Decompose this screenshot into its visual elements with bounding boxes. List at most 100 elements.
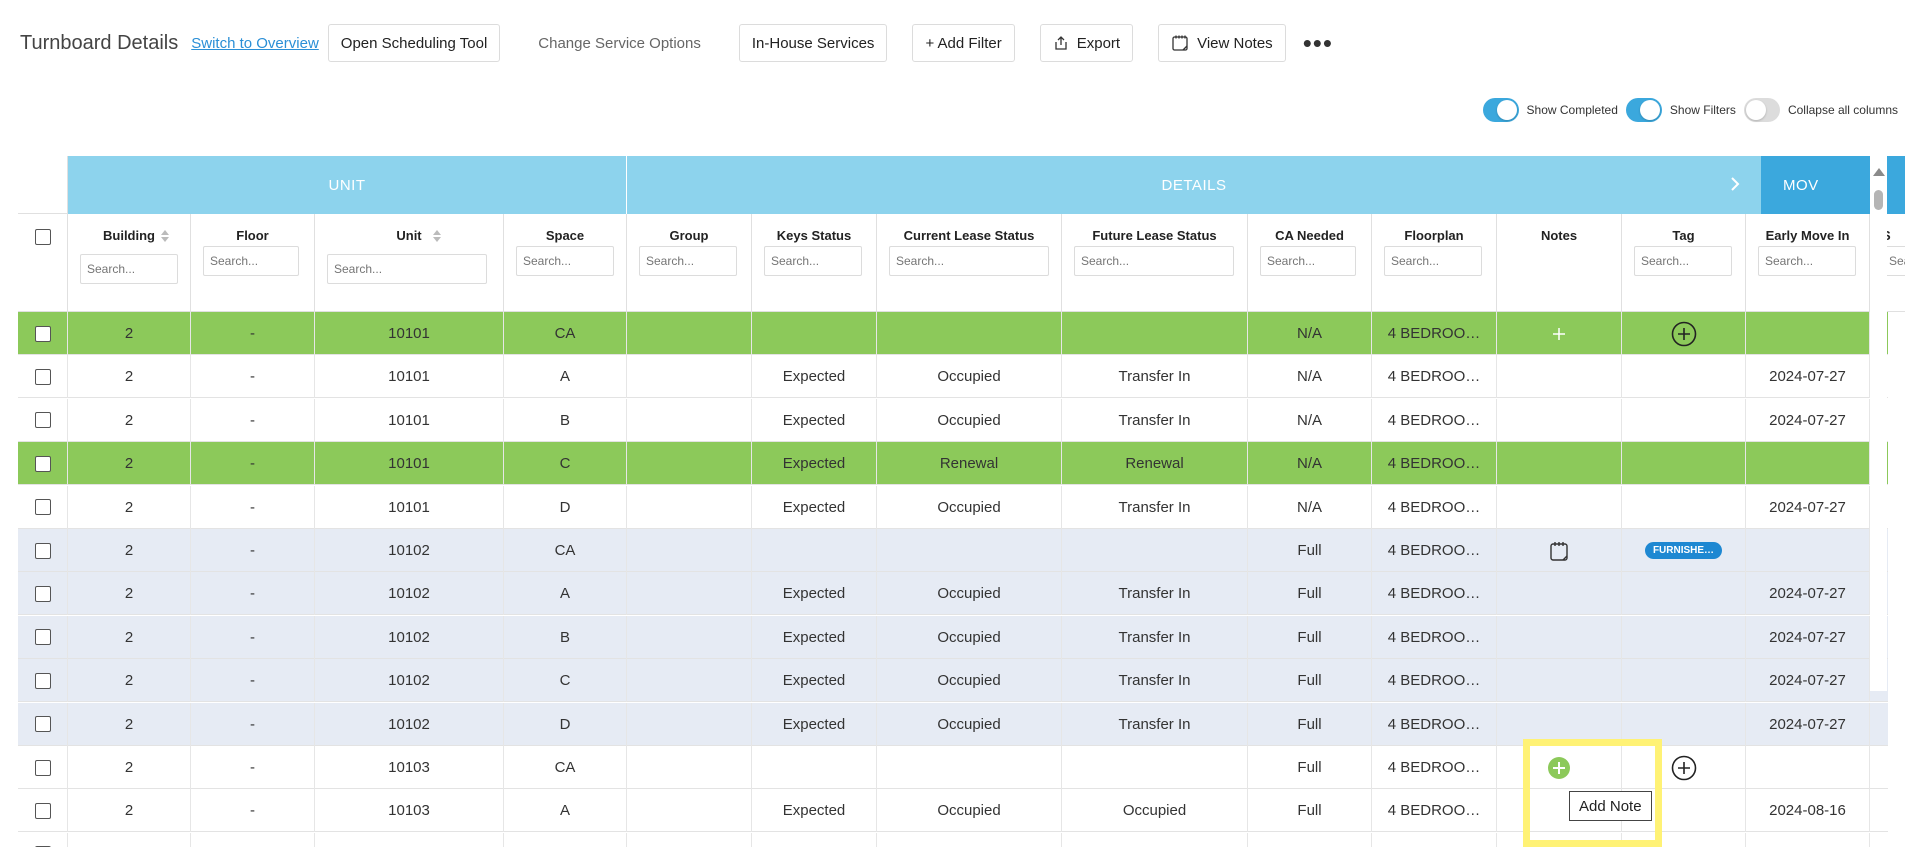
row-checkbox[interactable] (34, 716, 51, 733)
select-all-checkbox[interactable] (35, 229, 51, 245)
row-checkbox[interactable] (34, 325, 51, 342)
tag-badge[interactable]: FURNISHE… (1644, 542, 1723, 559)
row-checkbox[interactable] (34, 629, 51, 646)
add-note-icon[interactable] (1547, 756, 1571, 780)
show-filters-switch[interactable] (1625, 98, 1662, 122)
cell-notes[interactable] (1497, 312, 1622, 355)
search-input-space[interactable] (516, 246, 614, 276)
cell-notes[interactable] (1497, 355, 1622, 399)
column-header-building[interactable]: Building (68, 214, 191, 312)
cell-notes[interactable] (1497, 572, 1622, 616)
column-header-ca[interactable]: CA Needed (1248, 214, 1372, 312)
column-header-early[interactable]: Early Move In (1746, 214, 1870, 312)
table-row[interactable]: 2-10102 D Expected Occupied Transfer In Full 4… (18, 702, 1888, 746)
scroll-thumb[interactable] (1874, 190, 1883, 210)
cell-notes[interactable] (1497, 702, 1622, 746)
sort-icon[interactable] (160, 228, 170, 244)
cell-notes[interactable] (1497, 746, 1622, 789)
open-scheduling-tool-button[interactable]: Open Scheduling Tool (327, 24, 501, 62)
add-tag-icon[interactable] (1671, 755, 1697, 781)
vertical-scrollbar[interactable] (1870, 156, 1887, 691)
search-input-unit[interactable] (327, 254, 487, 284)
cell-tag[interactable] (1622, 746, 1746, 789)
search-input-future[interactable] (1074, 246, 1234, 276)
row-checkbox[interactable] (34, 455, 51, 472)
export-button[interactable]: Export (1039, 24, 1134, 62)
view-notes-button[interactable]: View Notes (1158, 24, 1286, 62)
cell-notes[interactable] (1497, 529, 1622, 572)
row-checkbox[interactable] (34, 585, 51, 602)
table-row[interactable]: 2-10101 B Expected Occupied Transfer In N/A 4 … (18, 398, 1888, 442)
column-header-future[interactable]: Future Lease Status (1062, 214, 1248, 312)
search-input-building[interactable] (80, 254, 178, 284)
search-input-ca[interactable] (1260, 246, 1356, 276)
cell-notes[interactable] (1497, 832, 1622, 847)
table-row[interactable]: 2-10101 A Expected Occupied Transfer In N/A 4 … (18, 355, 1888, 399)
column-header-floor[interactable]: Floor (191, 214, 315, 312)
cell-tag[interactable] (1622, 355, 1746, 399)
table-row[interactable]: 2-10101 D Expected Occupied Transfer In N/A 4 … (18, 485, 1888, 529)
cell-tag[interactable] (1622, 789, 1746, 833)
cell-tag[interactable] (1622, 398, 1746, 442)
search-input-floorplan[interactable] (1384, 246, 1482, 276)
column-header-group[interactable]: Group (627, 214, 752, 312)
cell-tag[interactable]: FURNISHE… (1622, 529, 1746, 572)
add-tag-icon[interactable] (1671, 321, 1697, 347)
search-input-tag[interactable] (1634, 246, 1732, 276)
search-input-group[interactable] (639, 246, 737, 276)
sort-icon[interactable] (432, 228, 442, 244)
column-header-tag[interactable]: Tag (1622, 214, 1746, 312)
add-filter-button[interactable]: + Add Filter (912, 24, 1015, 62)
table-row[interactable]: 2-10101 C Expected Renewal Renewal N/A 4 BEDRO… (18, 442, 1888, 486)
collapse-columns-toggle[interactable]: Collapse all columns (1743, 98, 1898, 122)
table-row[interactable]: 2-10101 CA N/A 4 BEDROO… (18, 312, 1888, 355)
cell-tag[interactable] (1622, 312, 1746, 355)
cell-tag[interactable] (1622, 702, 1746, 746)
table-row[interactable]: 2-10103 CA Full 4 BEDROO… (18, 746, 1888, 789)
cell-notes[interactable] (1497, 615, 1622, 659)
switch-to-overview-link[interactable]: Switch to Overview (191, 34, 319, 52)
column-header-current[interactable]: Current Lease Status (877, 214, 1062, 312)
cell-tag[interactable] (1622, 485, 1746, 529)
change-service-options-button[interactable]: Change Service Options (525, 24, 714, 62)
search-input-floor[interactable] (203, 246, 299, 276)
column-header-keys[interactable]: Keys Status (752, 214, 877, 312)
show-completed-toggle[interactable]: Show Completed (1482, 98, 1618, 122)
search-input-early[interactable] (1758, 246, 1856, 276)
row-checkbox[interactable] (34, 412, 51, 429)
table-row[interactable] (18, 832, 1888, 847)
search-input-current[interactable] (889, 246, 1049, 276)
scroll-up-arrow-icon[interactable] (1873, 168, 1885, 176)
more-options-icon[interactable]: ••• (1302, 28, 1333, 58)
cell-tag[interactable] (1622, 659, 1746, 703)
cell-tag[interactable] (1622, 442, 1746, 486)
row-checkbox[interactable] (34, 542, 51, 559)
show-filters-toggle[interactable]: Show Filters (1625, 98, 1736, 122)
show-completed-switch[interactable] (1482, 98, 1519, 122)
column-header-s[interactable]: SM (1870, 214, 1905, 312)
row-checkbox[interactable] (34, 368, 51, 385)
search-input-keys[interactable] (764, 246, 862, 276)
chevron-right-icon[interactable] (1729, 175, 1741, 197)
table-row[interactable]: 2-10102 C Expected Occupied Transfer In Full 4… (18, 659, 1888, 703)
column-header-notes[interactable]: Notes (1497, 214, 1622, 312)
row-checkbox[interactable] (34, 499, 51, 516)
row-checkbox[interactable] (34, 672, 51, 689)
search-input-s[interactable] (1882, 246, 1905, 276)
cell-notes[interactable] (1497, 659, 1622, 703)
row-checkbox[interactable] (34, 802, 51, 819)
cell-notes[interactable] (1497, 442, 1622, 486)
table-row[interactable]: 2-10102 B Expected Occupied Transfer In Full 4… (18, 615, 1888, 659)
add-note-plus-icon[interactable] (1552, 327, 1566, 341)
cell-tag[interactable] (1622, 572, 1746, 616)
cell-notes[interactable] (1497, 485, 1622, 529)
cell-notes[interactable] (1497, 398, 1622, 442)
column-header-space[interactable]: Space (504, 214, 627, 312)
table-row[interactable]: 2-10102 A Expected Occupied Transfer In Full 4… (18, 572, 1888, 616)
collapse-columns-switch[interactable] (1743, 98, 1780, 122)
cell-tag[interactable] (1622, 832, 1746, 847)
in-house-services-button[interactable]: In-House Services (738, 24, 888, 62)
note-icon[interactable] (1548, 540, 1570, 562)
table-row[interactable]: 2-10102 CA Full 4 BEDROO… FURNISHE… (18, 529, 1888, 572)
cell-tag[interactable] (1622, 615, 1746, 659)
